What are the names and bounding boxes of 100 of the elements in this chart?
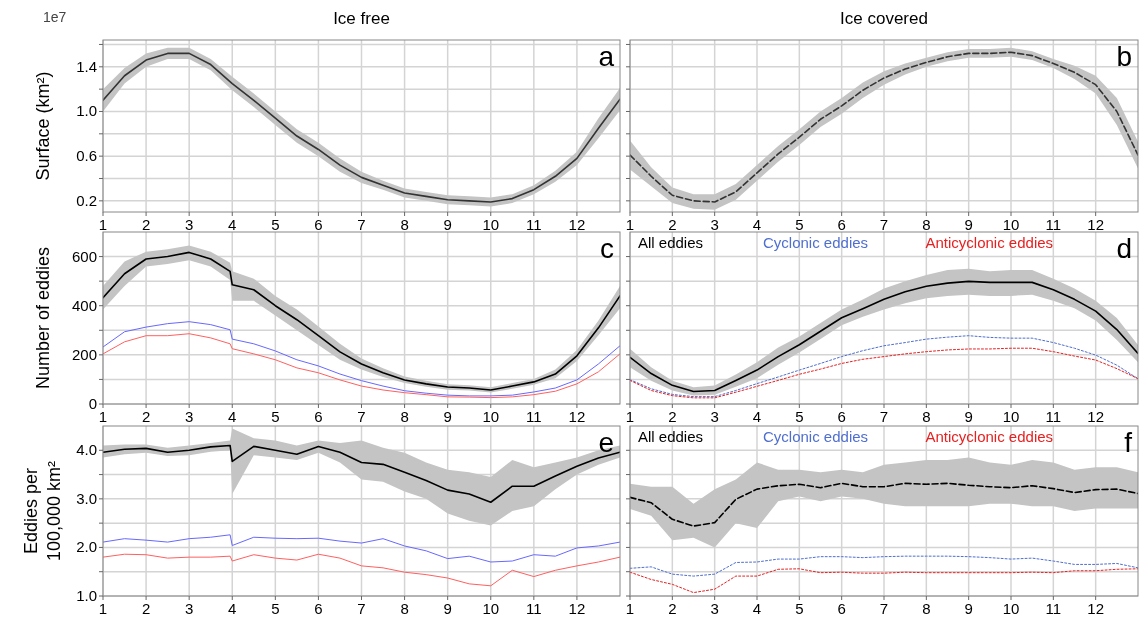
x-tick-label: 4 — [228, 216, 237, 233]
x-tick-label: 10 — [482, 600, 500, 617]
y-tick-label: 200 — [71, 345, 97, 363]
x-tick-label: 4 — [752, 600, 762, 617]
x-tick-label: 9 — [964, 600, 973, 617]
text: Cyclonic eddies — [763, 428, 869, 445]
x-tick-label: 7 — [879, 216, 889, 233]
annotation: e — [598, 427, 614, 458]
y-tick-label: 0 — [88, 395, 97, 412]
y-tick-label: 1.0 — [76, 587, 97, 604]
y-axis-title: Number of eddies — [33, 246, 53, 390]
chart-title: Ice free — [333, 9, 390, 28]
x-tick-label: 4 — [752, 408, 762, 425]
x-tick-label: 1 — [98, 216, 108, 233]
x-tick-label: 2 — [668, 216, 677, 233]
x-tick-label: 10 — [1002, 408, 1020, 425]
x-tick-label: 6 — [837, 600, 846, 617]
text: All eddies — [638, 234, 704, 251]
annotation: a — [598, 41, 615, 72]
x-tick-label: 3 — [710, 408, 719, 425]
y-tick-label: 600 — [71, 247, 97, 265]
x-tick-label: 11 — [526, 408, 542, 425]
x-tick-label: 7 — [357, 216, 366, 233]
x-tick-label: 12 — [568, 408, 586, 425]
x-tick-label: 6 — [314, 408, 323, 425]
x-tick-label: 5 — [271, 408, 280, 425]
x-tick-label: 11 — [1045, 408, 1062, 425]
annotation: b — [1116, 41, 1132, 72]
x-tick-label: 9 — [964, 216, 973, 233]
x-tick-label: 8 — [922, 216, 931, 233]
line-series — [103, 321, 620, 397]
x-tick-label: 8 — [400, 216, 409, 233]
x-tick-label: 12 — [568, 600, 586, 617]
y-axis-title: Eddies per 100,000 km² — [21, 460, 64, 562]
x-tick-label: 2 — [668, 408, 677, 425]
x-tick-label: 6 — [837, 216, 846, 233]
y-tick-label: 4.0 — [76, 441, 97, 459]
x-tick-label: 12 — [1087, 216, 1105, 233]
text: Anticyclonic eddies — [925, 428, 1054, 445]
x-tick-label: 9 — [964, 408, 973, 425]
x-tick-label: 10 — [1002, 216, 1020, 233]
x-tick-label: 4 — [228, 408, 237, 425]
x-tick-label: 9 — [443, 600, 452, 617]
x-tick-label: 7 — [357, 600, 366, 617]
y-tick-label: 3.0 — [76, 489, 97, 507]
text: Cyclonic eddies — [763, 234, 869, 251]
x-tick-label: 11 — [526, 216, 542, 233]
annotation: f — [1124, 427, 1133, 458]
y-tick-label: 2.0 — [76, 538, 97, 556]
x-tick-label: 10 — [482, 408, 500, 425]
x-tick-label: 8 — [400, 600, 409, 617]
y-tick-label: 0.6 — [76, 147, 97, 165]
x-tick-label: 5 — [795, 600, 804, 617]
x-tick-label: 3 — [184, 216, 194, 233]
x-tick-label: 3 — [710, 600, 719, 617]
x-tick-label: 9 — [443, 216, 452, 233]
x-tick-label: 5 — [795, 408, 804, 425]
x-tick-label: 3 — [184, 408, 194, 425]
x-tick-label: 5 — [271, 216, 280, 233]
x-tick-label: 7 — [879, 408, 889, 425]
x-tick-label: 7 — [879, 600, 889, 617]
line-series — [103, 553, 620, 587]
x-tick-label: 12 — [1087, 408, 1105, 425]
x-tick-label: 4 — [228, 600, 237, 617]
x-tick-label: 1 — [98, 600, 108, 617]
y-tick-label: 0.2 — [76, 191, 97, 209]
x-tick-label: 11 — [526, 600, 542, 617]
x-tick-label: 11 — [1045, 216, 1062, 233]
x-tick-label: 6 — [314, 600, 323, 617]
x-tick-label: 5 — [795, 216, 804, 233]
x-tick-label: 12 — [1087, 600, 1105, 617]
x-tick-label: 1 — [625, 408, 635, 425]
text: All eddies — [638, 428, 704, 445]
x-tick-label: 10 — [482, 216, 500, 233]
line-series — [103, 333, 620, 399]
x-tick-label: 11 — [1045, 600, 1062, 617]
x-tick-label: 3 — [184, 600, 194, 617]
x-tick-label: 2 — [141, 408, 151, 425]
x-tick-label: 10 — [1002, 600, 1020, 617]
x-tick-label: 5 — [271, 600, 280, 617]
line-series — [103, 534, 620, 563]
x-tick-label: 4 — [752, 216, 762, 233]
y-tick-label: 1.4 — [76, 57, 97, 75]
x-tick-label: 9 — [443, 408, 452, 425]
x-tick-label: 2 — [668, 600, 677, 617]
y-axis-title: Surface (km²) — [33, 71, 53, 181]
x-tick-label: 1 — [625, 600, 635, 617]
x-tick-label: 3 — [710, 216, 719, 233]
x-tick-label: 6 — [837, 408, 846, 425]
x-tick-label: 12 — [568, 216, 586, 233]
x-tick-label: 8 — [922, 600, 931, 617]
annotation: d — [1116, 233, 1132, 264]
x-tick-label: 1 — [625, 216, 635, 233]
text: 1e7 — [43, 9, 67, 25]
x-tick-label: 8 — [400, 408, 409, 425]
x-tick-label: 6 — [314, 216, 323, 233]
x-tick-label: 1 — [98, 408, 108, 425]
x-tick-label: 2 — [141, 600, 151, 617]
y-tick-label: 400 — [71, 296, 97, 314]
y-tick-label: 1.0 — [76, 102, 97, 120]
